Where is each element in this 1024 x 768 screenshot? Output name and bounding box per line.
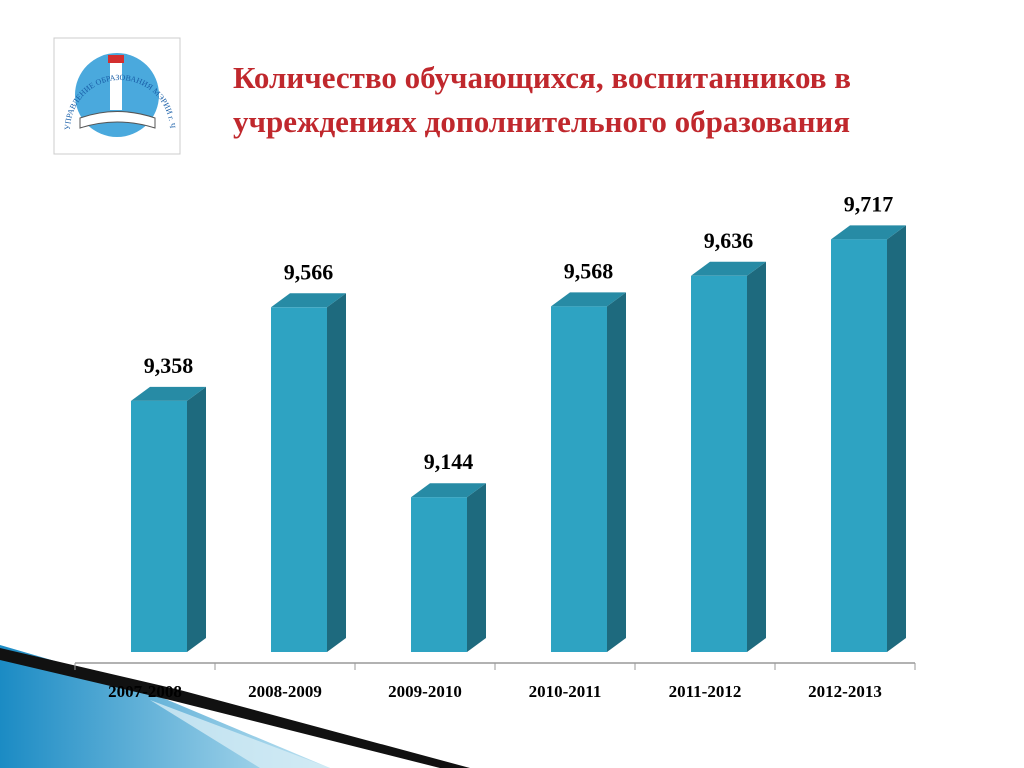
data-label: 9,358 (144, 353, 194, 378)
bar (831, 239, 887, 652)
bar-side (327, 293, 346, 652)
bar (691, 275, 747, 652)
bar-side (887, 225, 906, 652)
x-tick-label: 2011-2012 (669, 682, 742, 701)
bar (411, 497, 467, 652)
bar-top (411, 483, 486, 498)
bar-top (691, 261, 766, 276)
bar-side (187, 386, 206, 652)
x-tick-label: 2010-2011 (529, 682, 602, 701)
x-tick-label: 2008-2009 (248, 682, 322, 701)
decoration (0, 645, 470, 768)
bar (551, 306, 607, 652)
chart-title: Количество обучающихся, воспитанников в … (233, 60, 851, 139)
bar-top (131, 386, 206, 401)
data-label: 9,568 (564, 258, 614, 283)
bar-top (271, 293, 346, 308)
data-label: 9,144 (424, 449, 474, 474)
bar (271, 307, 327, 652)
data-label: 9,636 (704, 228, 754, 253)
data-label: 9,717 (844, 191, 894, 216)
data-label: 9,566 (284, 259, 334, 284)
bar-top (831, 225, 906, 240)
bar (131, 400, 187, 652)
x-tick-label: 2009-2010 (388, 682, 462, 701)
logo: УПРАВЛЕНИЕ ОБРАЗОВАНИЯ МЭРИИ г. ЧЕРЕПОВЦ… (0, 0, 181, 155)
bar-side (467, 483, 486, 652)
bar-top (551, 292, 626, 307)
bar-side (747, 261, 766, 652)
x-tick-label: 2012-2013 (808, 682, 882, 701)
x-tick-label: 2007-2008 (108, 682, 182, 701)
bar-side (607, 292, 626, 652)
